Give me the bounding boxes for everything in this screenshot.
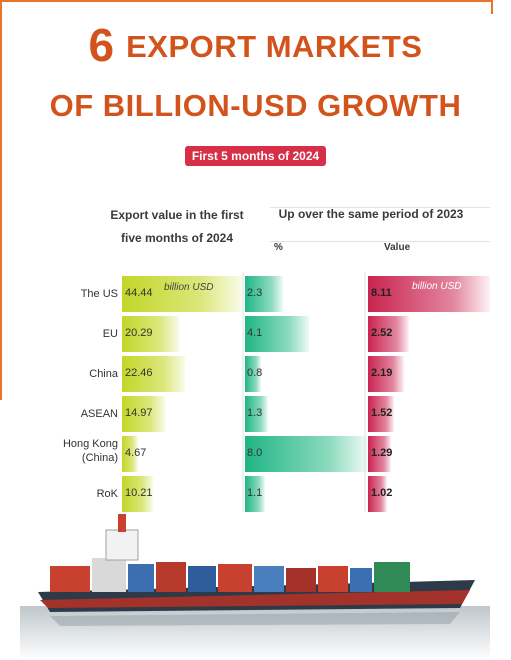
value-bar bbox=[368, 276, 490, 312]
ship-bridge bbox=[105, 529, 139, 561]
pct-value-label: 1.3 bbox=[247, 407, 263, 419]
value-bar bbox=[368, 476, 387, 512]
frame-top-border bbox=[0, 0, 492, 2]
column-divider-1 bbox=[242, 272, 244, 512]
title-line-2: OF BILLION-USD GROWTH bbox=[49, 88, 462, 123]
row-label: The US bbox=[58, 287, 118, 301]
cargo-ship-illustration bbox=[20, 514, 490, 660]
ship-hull-stripe bbox=[40, 590, 470, 608]
export-value-label: 22.46 bbox=[125, 367, 153, 379]
frame-left-border bbox=[0, 0, 2, 400]
pct-value-label: 1.1 bbox=[247, 487, 263, 499]
value-column-header: Value bbox=[384, 242, 411, 253]
value-bar bbox=[368, 356, 404, 392]
pct-bar bbox=[245, 276, 283, 312]
value-unit-label: billion USD bbox=[412, 281, 462, 292]
row-label: ASEAN bbox=[58, 407, 118, 421]
row-label: RoK bbox=[58, 487, 118, 501]
export-value-label: 10.21 bbox=[125, 487, 153, 499]
value-value-label: 2.52 bbox=[371, 327, 393, 339]
pct-bar bbox=[245, 316, 310, 352]
export-unit-label: billion USD bbox=[164, 282, 214, 293]
header-divider-top bbox=[270, 207, 490, 208]
export-bar bbox=[122, 356, 185, 392]
title-text-1: EXPORT MARKETS bbox=[126, 29, 423, 64]
title-number: 6 bbox=[88, 19, 115, 71]
export-bar bbox=[122, 316, 179, 352]
export-value-label: 44.44 bbox=[125, 287, 153, 299]
export-bar bbox=[122, 396, 166, 432]
pct-value-label: 2.3 bbox=[247, 287, 263, 299]
pct-bar bbox=[245, 396, 269, 432]
value-value-label: 2.19 bbox=[371, 367, 393, 379]
row-label-line: RoK bbox=[96, 488, 118, 500]
period-badge: First 5 months of 2024 bbox=[184, 146, 327, 166]
export-header-line-1: Export value in the first bbox=[110, 208, 244, 222]
value-bar bbox=[368, 396, 395, 432]
value-bar bbox=[368, 436, 391, 472]
growth-column-header: Up over the same period of 2023 bbox=[278, 207, 464, 221]
pct-bar bbox=[245, 356, 261, 392]
export-header-line-2: five months of 2024 bbox=[120, 231, 234, 245]
ship-reflection bbox=[50, 612, 460, 626]
value-value-label: 1.52 bbox=[371, 407, 393, 419]
pct-value-label: 4.1 bbox=[247, 327, 263, 339]
row-label-line: Hong Kong bbox=[62, 438, 118, 450]
pct-bar bbox=[245, 436, 367, 472]
export-bar bbox=[122, 436, 139, 472]
value-value-label: 8.11 bbox=[371, 287, 392, 299]
row-label-line: ASEAN bbox=[80, 408, 118, 420]
row-label: Hong Kong (China) bbox=[58, 437, 118, 465]
title-line-1: 6 EXPORT MARKETS bbox=[0, 18, 511, 72]
export-value-label: 20.29 bbox=[125, 327, 153, 339]
export-value-label: 4.67 bbox=[125, 447, 147, 459]
export-value-label: 14.97 bbox=[125, 407, 153, 419]
pct-value-label: 8.0 bbox=[247, 447, 263, 459]
row-label-line: EU bbox=[102, 328, 118, 340]
pct-value-label: 0.8 bbox=[247, 367, 263, 379]
value-bar bbox=[368, 316, 409, 352]
column-divider-2 bbox=[364, 272, 366, 512]
row-label: EU bbox=[58, 327, 118, 341]
row-label: China bbox=[58, 367, 118, 381]
value-value-label: 1.29 bbox=[371, 447, 393, 459]
pct-column-header: % bbox=[274, 242, 283, 253]
value-value-label: 1.02 bbox=[371, 487, 393, 499]
ship-mast bbox=[118, 514, 126, 532]
export-bar bbox=[122, 276, 242, 312]
row-label-line: The US bbox=[80, 288, 118, 300]
frame-right-border bbox=[491, 0, 493, 14]
row-label-line: (China) bbox=[81, 452, 118, 464]
sea-reflection bbox=[20, 606, 490, 660]
container-stack bbox=[50, 558, 410, 592]
export-column-header: Export value in the first five months of… bbox=[102, 204, 252, 250]
row-label-line: China bbox=[89, 368, 118, 380]
badge-container: First 5 months of 2024 bbox=[0, 146, 511, 166]
header-divider-bottom bbox=[270, 241, 490, 242]
pct-bar bbox=[245, 476, 266, 512]
export-bar bbox=[122, 476, 153, 512]
